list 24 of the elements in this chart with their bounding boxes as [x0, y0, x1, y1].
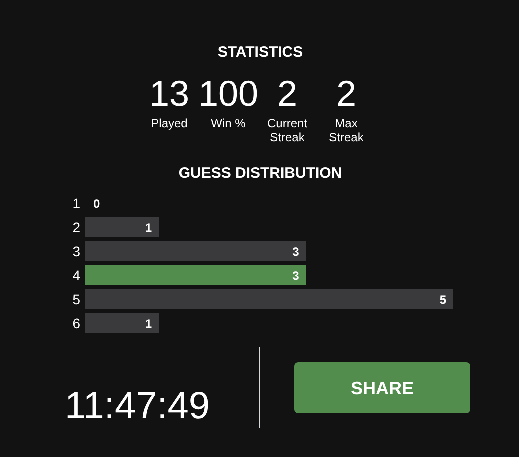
text: Played: [151, 116, 188, 130]
text: Win %: [211, 116, 246, 130]
text: 2: [336, 73, 357, 114]
data-label: 0: [94, 197, 100, 211]
chart-title: GUESS DISTRIBUTION: [178, 165, 342, 182]
y-tick-label: 1: [72, 196, 81, 212]
text: 13: [149, 73, 190, 114]
y-tick-label: 2: [72, 220, 81, 236]
y-tick-label: 3: [72, 244, 81, 260]
y-tick-label: 4: [72, 268, 81, 284]
text: 11:47:49: [64, 386, 210, 428]
text: Current Streak: [267, 116, 308, 144]
text: Max Streak: [329, 116, 365, 144]
data-label: 5: [440, 293, 447, 307]
text: STATISTICS: [218, 44, 304, 61]
y-tick-label: 5: [72, 292, 81, 308]
text: SHARE: [350, 378, 414, 398]
data-label: 3: [292, 245, 300, 259]
data-label: 1: [145, 317, 152, 331]
data-label: 3: [292, 269, 300, 283]
text: 2: [277, 73, 298, 114]
text: 100: [198, 73, 259, 114]
data-label: 1: [145, 221, 152, 235]
y-tick-label: 6: [72, 316, 81, 332]
